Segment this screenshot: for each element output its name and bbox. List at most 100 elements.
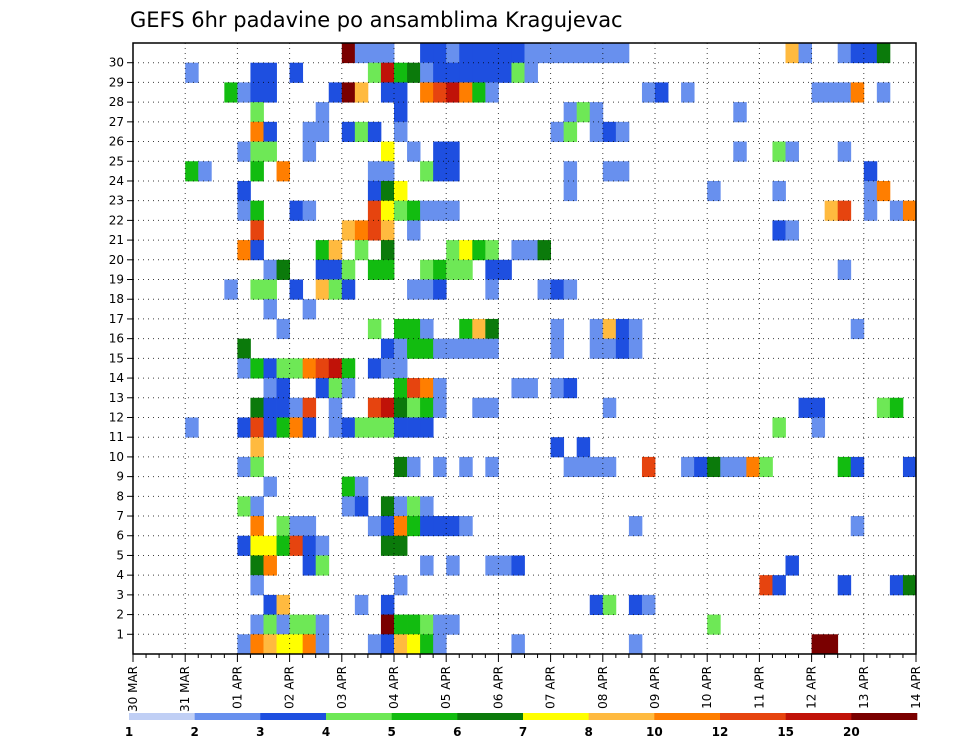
heatmap-cell <box>367 180 382 202</box>
heatmap-cell <box>550 121 565 142</box>
heatmap-cell <box>563 180 578 202</box>
heatmap-cell <box>759 575 773 596</box>
heatmap-cell <box>589 456 604 478</box>
heatmap-cell <box>537 43 551 64</box>
heatmap-cell <box>394 516 408 537</box>
heatmap-cell <box>276 397 290 418</box>
heatmap-cell <box>420 378 434 399</box>
heatmap-cell <box>498 259 512 280</box>
heatmap-cell <box>263 535 277 556</box>
heatmap-cell <box>433 378 447 399</box>
heatmap-cell <box>772 180 786 202</box>
heatmap-cell <box>420 259 434 280</box>
heatmap-cell <box>433 259 447 280</box>
heatmap-cell <box>459 516 473 537</box>
heatmap-cell <box>328 279 343 300</box>
heatmap-cell <box>250 417 264 438</box>
legend-swatch <box>785 713 852 720</box>
heatmap-cell <box>615 161 630 182</box>
heatmap-cell <box>237 338 251 359</box>
heatmap-cell <box>485 62 499 83</box>
heatmap-cell <box>315 121 330 142</box>
x-tick-label: 12 APR <box>805 666 819 709</box>
heatmap-cell <box>367 417 382 438</box>
heatmap-cell <box>407 200 421 221</box>
heatmap-cell <box>550 43 565 64</box>
heatmap-cell <box>589 121 604 142</box>
x-tick-label: 06 APR <box>491 666 505 709</box>
heatmap-cell <box>380 259 395 280</box>
heatmap-cell <box>328 397 343 418</box>
heatmap-cell <box>602 397 617 418</box>
legend-label: 7 <box>519 725 527 739</box>
heatmap-cell <box>341 358 356 379</box>
heatmap-cell <box>589 594 604 615</box>
heatmap-cell <box>602 456 617 478</box>
heatmap-cell <box>263 259 277 280</box>
legend-swatch <box>720 713 786 720</box>
heatmap-cell <box>459 338 473 359</box>
heatmap-cell <box>602 318 617 340</box>
heatmap-cell <box>394 417 408 438</box>
heatmap-cell <box>863 43 878 64</box>
heatmap-cell <box>407 417 421 438</box>
heatmap-cell <box>511 634 525 655</box>
heatmap-cell <box>237 456 251 478</box>
heatmap-cell <box>511 555 525 576</box>
heatmap-cell <box>811 417 826 438</box>
heatmap-cell <box>302 614 317 635</box>
heatmap-cell <box>394 180 408 202</box>
heatmap-cell <box>289 62 304 83</box>
heatmap-cell <box>485 279 499 300</box>
heatmap-cell <box>446 516 460 537</box>
heatmap-cell <box>367 62 382 83</box>
x-tick-label: 14 APR <box>909 666 923 709</box>
heatmap-cell <box>224 279 238 300</box>
heatmap-cell <box>394 614 408 635</box>
y-tick-label: 14 <box>109 371 124 385</box>
heatmap-cell <box>263 417 277 438</box>
heatmap-cell <box>289 279 304 300</box>
heatmap-cell <box>641 456 656 478</box>
heatmap-cell <box>380 338 395 359</box>
heatmap-cell <box>380 397 395 418</box>
heatmap-cell <box>276 594 290 615</box>
heatmap-cell <box>628 516 643 537</box>
legend-swatch <box>391 713 458 720</box>
legend-label: 3 <box>256 725 264 739</box>
heatmap-cell <box>380 200 395 221</box>
heatmap-cell <box>354 220 369 241</box>
heatmap-cell <box>628 338 643 359</box>
heatmap-cell <box>354 417 369 438</box>
heatmap-cell <box>315 614 330 635</box>
heatmap-cell <box>446 43 460 64</box>
heatmap-cell <box>863 200 878 221</box>
x-tick-label: 02 APR <box>283 666 297 709</box>
heatmap-cell <box>694 456 708 478</box>
heatmap-cell <box>681 456 695 478</box>
heatmap-cell <box>354 121 369 142</box>
y-tick-label: 20 <box>109 253 124 267</box>
heatmap-cell <box>328 378 343 399</box>
heatmap-cell <box>759 456 773 478</box>
heatmap-cell <box>433 200 447 221</box>
heatmap-cell <box>302 121 317 142</box>
heatmap-cell <box>367 358 382 379</box>
heatmap-cell <box>276 378 290 399</box>
heatmap-cell <box>655 82 669 103</box>
heatmap-cell <box>276 614 290 635</box>
y-tick-label: 15 <box>109 351 124 365</box>
y-tick-label: 27 <box>109 115 124 129</box>
heatmap-cell <box>250 102 264 123</box>
heatmap-cell <box>863 180 878 202</box>
heatmap-cell <box>889 575 904 596</box>
heatmap-cell <box>289 516 304 537</box>
heatmap-cell <box>185 161 199 182</box>
heatmap-cell <box>276 161 290 182</box>
y-tick-label: 28 <box>109 95 124 109</box>
heatmap-cell <box>250 358 264 379</box>
heatmap-cell <box>550 318 565 340</box>
y-tick-label: 7 <box>116 509 124 523</box>
heatmap-cell <box>302 516 317 537</box>
y-tick-label: 23 <box>109 194 124 208</box>
